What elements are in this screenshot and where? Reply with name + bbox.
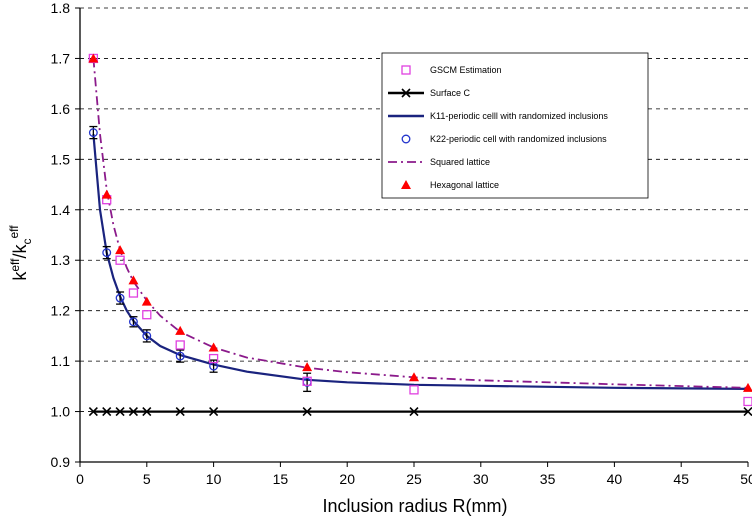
- legend-box: [381, 52, 649, 199]
- axes: [75, 7, 749, 467]
- y-tick-label: 1.5: [51, 151, 71, 167]
- y-tick-label: 1.4: [51, 202, 71, 218]
- series-surface-c-marker: [88, 406, 98, 417]
- legend-label: K22-periodic cell with randomized inclus…: [430, 134, 607, 144]
- series-gscm-marker: [409, 385, 419, 395]
- x-tick-label: 50: [740, 471, 752, 487]
- legend-symbol-gscm: [401, 65, 411, 75]
- series-k22-marker: [88, 128, 98, 138]
- y-axis-title: keff/kceff: [7, 225, 34, 281]
- series-surface-c-marker: [302, 406, 312, 417]
- series-hexagonal-marker: [743, 382, 752, 392]
- series-surface-c-marker: [102, 406, 112, 417]
- series-gscm-marker: [115, 255, 125, 265]
- series-hexagonal-marker: [302, 362, 313, 372]
- y-tick-label: 1.7: [51, 50, 71, 66]
- series-hexagonal-marker: [101, 189, 112, 199]
- x-tick-label: 40: [607, 471, 623, 487]
- legend-label: Surface C: [430, 88, 471, 98]
- x-tick-label: 5: [143, 471, 151, 487]
- x-tick-label: 15: [273, 471, 289, 487]
- legend-symbol-k22: [401, 134, 411, 144]
- tick-labels: 0.9 1.0 1.1 1.2 1.3 1.4 1.5 1.6 1.7 1.8 0 5 10 15 20 25…: [51, 0, 752, 487]
- legend-symbol-hexagonal: [401, 180, 411, 189]
- series-k11-line: [92, 134, 749, 390]
- series-gscm-marker: [743, 396, 752, 407]
- series-hexagonal-marker: [409, 372, 419, 382]
- y-axis-title-sup1: eff: [8, 258, 22, 272]
- series-surface-c-marker: [175, 406, 185, 417]
- series-gscm-marker: [208, 353, 219, 364]
- y-axis-title-sup2: eff: [7, 225, 21, 239]
- x-tick-label: 0: [76, 471, 84, 487]
- legend-label: K11-periodic celll with randomized inclu…: [430, 111, 608, 121]
- series-hexagonal-marker: [175, 325, 186, 335]
- series-hexagonal-marker: [115, 245, 126, 255]
- x-tick-label: 30: [473, 471, 489, 487]
- legend-label: GSCM Estimation: [430, 65, 502, 75]
- y-tick-label: 1.2: [51, 303, 71, 319]
- series-hexagonal-marker: [88, 53, 99, 63]
- series-k22-marker: [115, 293, 125, 303]
- plot-area: [88, 53, 752, 417]
- series-hexagonal-marker: [128, 275, 139, 285]
- series-k22-marker: [142, 331, 152, 341]
- y-axis-title-slash: /k: [10, 244, 30, 259]
- series-hexagonal-marker: [208, 342, 219, 352]
- y-tick-label: 1.0: [51, 404, 71, 420]
- series-surface-c-marker: [409, 406, 419, 417]
- legend-label: Hexagonal lattice: [430, 180, 499, 190]
- series-gscm-marker: [302, 376, 312, 386]
- series-gscm-marker: [142, 310, 152, 320]
- series-gscm-marker: [128, 288, 139, 298]
- series-gscm-marker: [175, 340, 185, 350]
- legend-label: Squared lattice: [430, 157, 490, 167]
- y-axis-title-sub: c: [20, 238, 34, 244]
- x-tick-label: 25: [406, 471, 422, 487]
- x-tick-label: 20: [339, 471, 355, 487]
- legend: GSCM Estimation Surface C K11-periodic cel…: [381, 52, 649, 199]
- series-surface-c-marker: [115, 406, 125, 417]
- series-surface-c-marker: [209, 406, 219, 417]
- y-tick-label: 1.1: [51, 353, 71, 369]
- series-k22-marker: [102, 248, 112, 258]
- legend-symbol-surface-c-marker: [401, 88, 411, 98]
- y-tick-label: 1.6: [51, 101, 71, 117]
- y-tick-label: 1.8: [51, 0, 71, 16]
- series-surface-c-marker: [128, 406, 139, 417]
- y-tick-label: 0.9: [51, 454, 71, 470]
- x-tick-label: 35: [540, 471, 556, 487]
- x-tick-label: 45: [673, 471, 689, 487]
- series-k22-marker: [175, 351, 185, 361]
- y-axis-title-main: k: [10, 271, 30, 281]
- series-surface-c-marker: [743, 406, 752, 417]
- series-surface-c-marker: [142, 406, 152, 417]
- y-tick-label: 1.3: [51, 252, 71, 268]
- series-k22-marker: [128, 317, 138, 327]
- x-axis-title: Inclusion radius R(mm): [322, 496, 507, 516]
- x-tick-label: 10: [206, 471, 222, 487]
- series-hexagonal-marker: [141, 296, 152, 306]
